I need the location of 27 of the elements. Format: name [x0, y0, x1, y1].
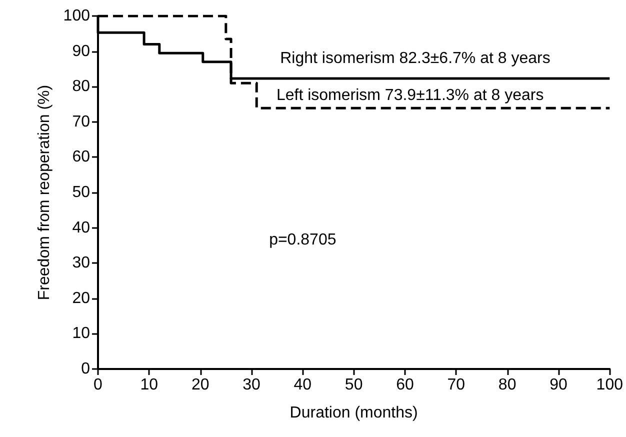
y-tick-label: 80	[72, 78, 90, 96]
x-tick-label: 40	[294, 376, 312, 394]
series-label: Left isomerism 73.9±11.3% at 8 years	[276, 86, 544, 104]
y-tick-label: 50	[72, 184, 90, 201]
annotation: p=0.8705	[269, 232, 336, 249]
y-tick-label: 30	[72, 254, 90, 272]
x-tick-label: 90	[550, 376, 568, 394]
y-tick-label: 20	[72, 290, 90, 307]
x-tick-label: 50	[344, 376, 363, 394]
y-tick-label: 10	[72, 325, 90, 342]
x-tick-label: 20	[191, 376, 210, 394]
y-tick-label: 70	[72, 113, 90, 130]
x-tick-label: 30	[242, 376, 260, 394]
y-axis-title: Freedom from reoperation (%)	[36, 84, 53, 300]
x-axis-title: Duration (months)	[290, 404, 418, 422]
x-tick-label: 70	[447, 376, 466, 394]
x-tick-label: 10	[140, 376, 158, 394]
x-tick-label: 60	[396, 376, 414, 394]
y-tick-label: 60	[72, 148, 90, 166]
y-tick-label: 40	[72, 219, 90, 236]
x-tick-label: 80	[498, 376, 516, 394]
y-tick-label: 100	[63, 8, 90, 24]
x-tick-label: 0	[94, 376, 103, 394]
x-tick-label: 100	[596, 376, 624, 394]
y-tick-label: 0	[81, 360, 90, 378]
y-tick-label: 90	[72, 42, 90, 60]
series-label: Right isomerism 82.3±6.7% at 8 years	[280, 50, 550, 67]
